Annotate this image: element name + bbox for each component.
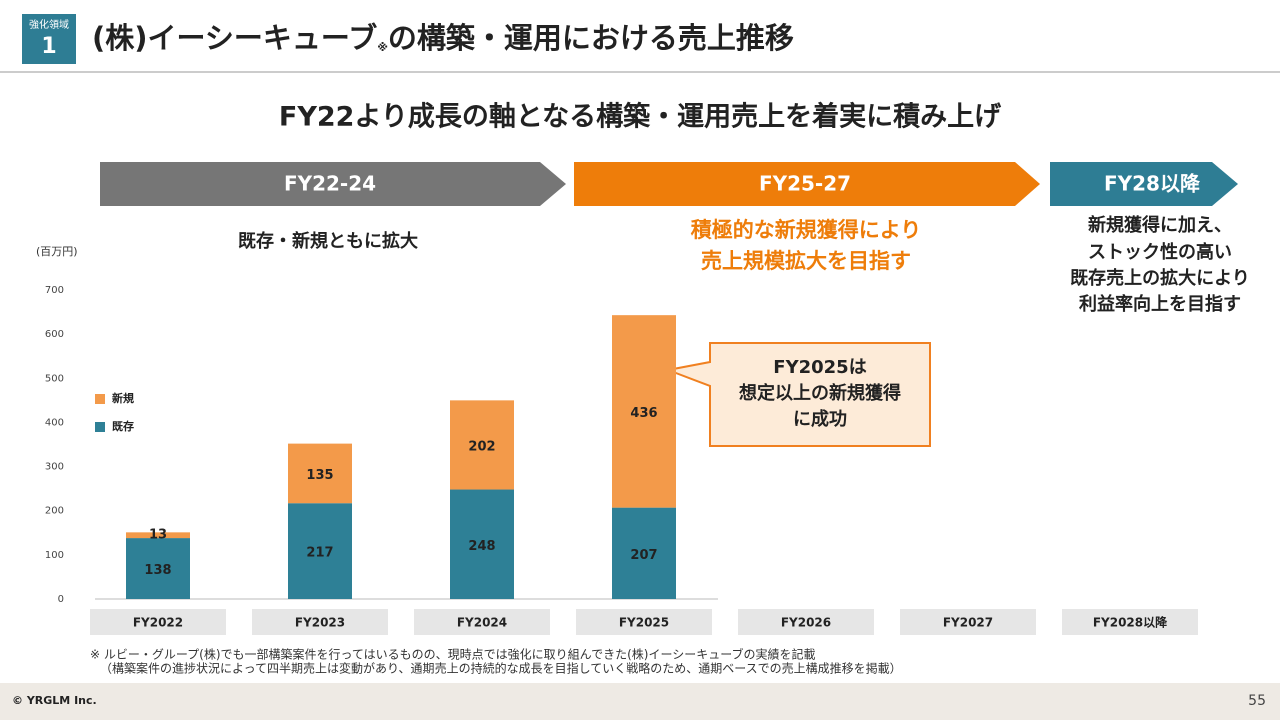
category-box	[252, 609, 388, 635]
phase-description: 既存売上の拡大により	[1070, 267, 1250, 289]
legend-swatch	[95, 394, 105, 404]
y-tick-label: 300	[45, 462, 64, 473]
y-tick-label: 700	[45, 285, 64, 296]
category-box	[900, 609, 1036, 635]
phase-description: 売上規模拡大を目指す	[701, 249, 911, 273]
legend-swatch	[95, 422, 105, 432]
phase-arrow	[100, 162, 566, 206]
x-tick-label: FY2022	[133, 616, 183, 630]
footnote: ※ ルビー・グループ(株)でも一部構築案件を行ってはいるものの、現時点では強化に…	[90, 647, 815, 662]
data-label: 436	[630, 406, 657, 421]
y-tick-label: 200	[45, 506, 64, 517]
title-mark: ※	[377, 41, 388, 54]
footnote: （構築案件の進捗状況によって四半期売上は変動があり、通期売上の持続的な成長を目指…	[100, 661, 902, 676]
bar-segment	[450, 400, 514, 490]
phase-label: FY28以降	[1104, 172, 1201, 196]
category-box	[414, 609, 550, 635]
y-tick-label: 0	[58, 594, 64, 605]
copyright: © YRGLM Inc.	[12, 694, 97, 707]
legend-label: 新規	[112, 391, 134, 405]
data-label: 207	[630, 548, 657, 563]
category-box	[738, 609, 874, 635]
footer-band	[0, 683, 1280, 720]
data-label: 138	[144, 563, 171, 578]
badge	[22, 14, 76, 64]
x-tick-label: FY2028以降	[1093, 615, 1168, 630]
data-label: 135	[306, 468, 333, 483]
data-label: 13	[149, 528, 167, 543]
callout-text: FY2025は	[773, 357, 866, 378]
subtitle: FY22より成長の軸となる構築・運用売上を着実に積み上げ	[279, 101, 1002, 133]
phase-label: FY22-24	[284, 172, 376, 196]
callout-box	[664, 342, 931, 447]
phase-arrow	[574, 162, 1040, 206]
bar-segment	[126, 538, 190, 599]
category-box	[1062, 609, 1198, 635]
x-tick-label: FY2026	[781, 616, 831, 630]
bar-segment	[612, 315, 676, 508]
x-tick-label: FY2027	[943, 616, 993, 630]
phase-description: 利益率向上を目指す	[1079, 293, 1241, 315]
bar-segment	[450, 489, 514, 599]
callout-text: に成功	[793, 408, 847, 430]
x-tick-label: FY2024	[457, 616, 507, 630]
data-label: 217	[306, 546, 333, 561]
badge-label: 強化領域	[29, 18, 69, 31]
bar-segment	[288, 503, 352, 599]
bar-segment	[612, 507, 676, 599]
bar-segment	[126, 532, 190, 539]
x-tick-label: FY2023	[295, 616, 345, 630]
x-tick-label: FY2025	[619, 616, 669, 630]
title-part: (株)イーシーキューブ	[92, 21, 377, 55]
y-tick-label: 100	[45, 550, 64, 561]
y-tick-label: 600	[45, 329, 64, 340]
phase-description: ストック性の高い	[1088, 241, 1232, 263]
title-part: の構築・運用における売上推移	[388, 21, 794, 55]
category-box	[576, 609, 712, 635]
phase-description: 既存・新規ともに拡大	[238, 230, 418, 252]
bar-segment	[288, 443, 352, 504]
legend-label: 既存	[112, 419, 134, 433]
callout-text: 想定以上の新規獲得	[739, 382, 901, 404]
badge-number: 1	[41, 34, 56, 59]
y-tick-label: 500	[45, 373, 64, 384]
phase-label: FY25-27	[759, 172, 851, 196]
category-box	[90, 609, 226, 635]
phase-description: 新規獲得に加え、	[1088, 214, 1232, 236]
page-number: 55	[1248, 693, 1266, 709]
title: (株)イーシーキューブ※の構築・運用における売上推移	[92, 21, 794, 55]
y-axis-label: (百万円)	[36, 245, 78, 258]
phase-description: 積極的な新規獲得により	[691, 218, 922, 242]
phase-arrow	[1050, 162, 1238, 206]
data-label: 248	[468, 539, 495, 554]
y-tick-label: 400	[45, 417, 64, 428]
data-label: 202	[468, 439, 495, 454]
